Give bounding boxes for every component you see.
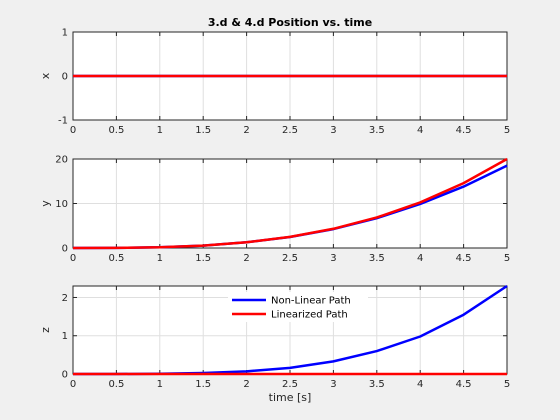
x-tick-label: 0.5 xyxy=(108,379,124,390)
y-tick-label: 2 xyxy=(62,293,68,304)
y-tick-label: 0 xyxy=(62,72,68,83)
x-tick-label: 3 xyxy=(330,379,336,390)
y-tick-label: 20 xyxy=(55,155,68,166)
y-tick-label: 0 xyxy=(62,244,68,255)
x-tick-label: 1.5 xyxy=(195,253,211,264)
x-tick-label: 1 xyxy=(157,253,163,264)
y-axis-label: y xyxy=(39,200,52,207)
x-tick-label: 3.5 xyxy=(369,379,385,390)
x-tick-label: 2 xyxy=(243,253,249,264)
x-tick-label: 4 xyxy=(417,125,423,136)
x-tick-label: 3.5 xyxy=(369,125,385,136)
y-tick-label: 1 xyxy=(62,331,68,342)
x-tick-label: 2 xyxy=(243,379,249,390)
x-tick-label: 2.5 xyxy=(282,379,298,390)
x-tick-label: 2.5 xyxy=(282,125,298,136)
legend-entry: Linearized Path xyxy=(271,310,348,321)
x-tick-label: 0 xyxy=(70,379,76,390)
y-tick-label: 1 xyxy=(62,28,68,39)
x-tick-label: 1 xyxy=(157,125,163,136)
x-tick-label: 3 xyxy=(330,125,336,136)
x-tick-label: 3.5 xyxy=(369,253,385,264)
x-tick-label: 5 xyxy=(504,379,510,390)
x-tick-label: 4 xyxy=(417,379,423,390)
x-tick-label: 0 xyxy=(70,253,76,264)
x-tick-label: 3 xyxy=(330,253,336,264)
y-tick-label: 0 xyxy=(62,370,68,381)
x-tick-label: 5 xyxy=(504,253,510,264)
axes-frame xyxy=(72,158,508,249)
series-line-red xyxy=(72,157,508,250)
x-tick-label: 4 xyxy=(417,253,423,264)
x-tick-label: 4.5 xyxy=(456,253,472,264)
x-tick-label: 2 xyxy=(243,125,249,136)
legend-entry: Non-Linear Path xyxy=(271,296,351,307)
y-axis-label: z xyxy=(39,327,52,333)
chart-title: 3.d & 4.d Position vs. time xyxy=(208,16,372,29)
x-tick-label: 0.5 xyxy=(108,253,124,264)
x-tick-label: 1 xyxy=(157,379,163,390)
x-axis-label: time [s] xyxy=(269,391,312,404)
y-tick-label: -1 xyxy=(58,116,68,127)
x-tick-label: 4.5 xyxy=(456,379,472,390)
y-tick-label: 10 xyxy=(55,199,68,210)
x-tick-label: 2.5 xyxy=(282,253,298,264)
x-tick-label: 1.5 xyxy=(195,379,211,390)
x-tick-label: 0 xyxy=(70,125,76,136)
legend-box xyxy=(228,292,368,322)
x-tick-label: 4.5 xyxy=(456,125,472,136)
x-tick-label: 1.5 xyxy=(195,125,211,136)
x-tick-label: 0.5 xyxy=(108,125,124,136)
y-axis-label: x xyxy=(39,72,52,79)
x-tick-label: 5 xyxy=(504,125,510,136)
